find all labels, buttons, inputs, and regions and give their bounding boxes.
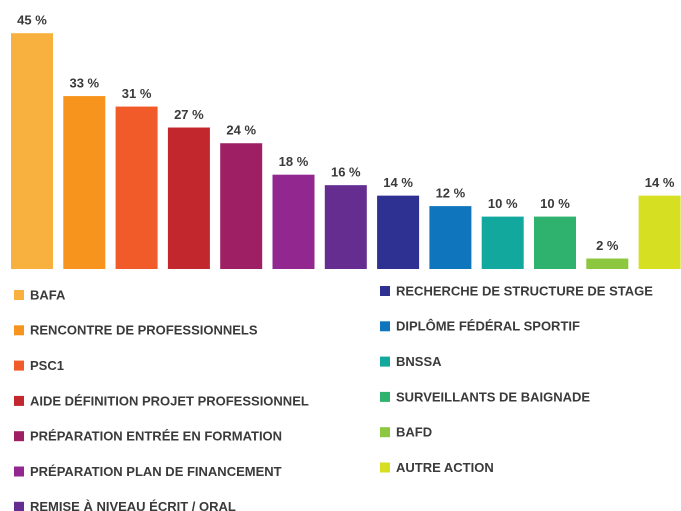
legend-swatch	[14, 325, 24, 336]
data-label: 2 %	[596, 238, 619, 253]
legend-swatch	[14, 501, 24, 511]
legend-label: RENCONTRE DE PROFESSIONNELS	[30, 323, 258, 338]
legend-label: BNSSA	[396, 354, 442, 369]
data-label: 10 %	[540, 196, 570, 211]
bar	[63, 96, 106, 269]
legend-swatch	[380, 356, 390, 367]
data-label: 14 %	[645, 175, 675, 190]
data-label: 10 %	[488, 196, 518, 211]
legend-swatch	[14, 466, 24, 477]
bar	[429, 206, 472, 269]
legend-swatch	[14, 290, 24, 300]
legend-label: AIDE DÉFINITION PROJET PROFESSIONNEL	[30, 393, 309, 408]
data-label: 45 %	[17, 13, 47, 28]
bar	[324, 185, 367, 269]
bar	[167, 127, 210, 270]
bar	[586, 258, 629, 269]
data-label: 16 %	[331, 165, 361, 180]
bar	[115, 106, 158, 269]
data-label: 24 %	[226, 123, 256, 138]
legend-label: BAFD	[396, 425, 432, 440]
legend-label: PSC1	[30, 358, 64, 373]
legend-swatch	[380, 286, 390, 296]
legend-swatch	[14, 360, 24, 371]
legend-swatch	[14, 395, 24, 406]
bar	[638, 195, 681, 269]
legend-swatch	[380, 462, 390, 473]
bar	[220, 143, 263, 269]
legend-swatch	[380, 321, 390, 332]
legend-label: DIPLÔME FÉDÉRAL SPORTIF	[396, 319, 580, 334]
legend-label: REMISE À NIVEAU ÉCRIT / ORAL	[30, 499, 236, 511]
legend-label: AUTRE ACTION	[396, 460, 494, 475]
bar	[377, 195, 420, 269]
legend-label: PRÉPARATION ENTRÉE EN FORMATION	[30, 429, 282, 444]
data-label: 12 %	[436, 186, 466, 201]
bar	[11, 33, 53, 270]
data-label: 31 %	[122, 86, 152, 101]
data-label: 14 %	[383, 175, 413, 190]
legend-label: SURVEILLANTS DE BAIGNADE	[396, 389, 590, 404]
bar	[272, 174, 315, 269]
legend-swatch	[380, 427, 390, 438]
bar	[481, 216, 524, 269]
legend-label: PRÉPARATION PLAN DE FINANCEMENT	[30, 464, 282, 479]
data-label: 27 %	[174, 107, 204, 122]
legend-swatch	[14, 431, 24, 442]
legend-label: RECHERCHE DE STRUCTURE DE STAGE	[396, 283, 653, 298]
data-label: 18 %	[279, 154, 309, 169]
data-label: 33 %	[69, 76, 99, 91]
legend-swatch	[380, 391, 390, 402]
bar	[534, 216, 576, 269]
legend-label: BAFA	[30, 287, 66, 302]
